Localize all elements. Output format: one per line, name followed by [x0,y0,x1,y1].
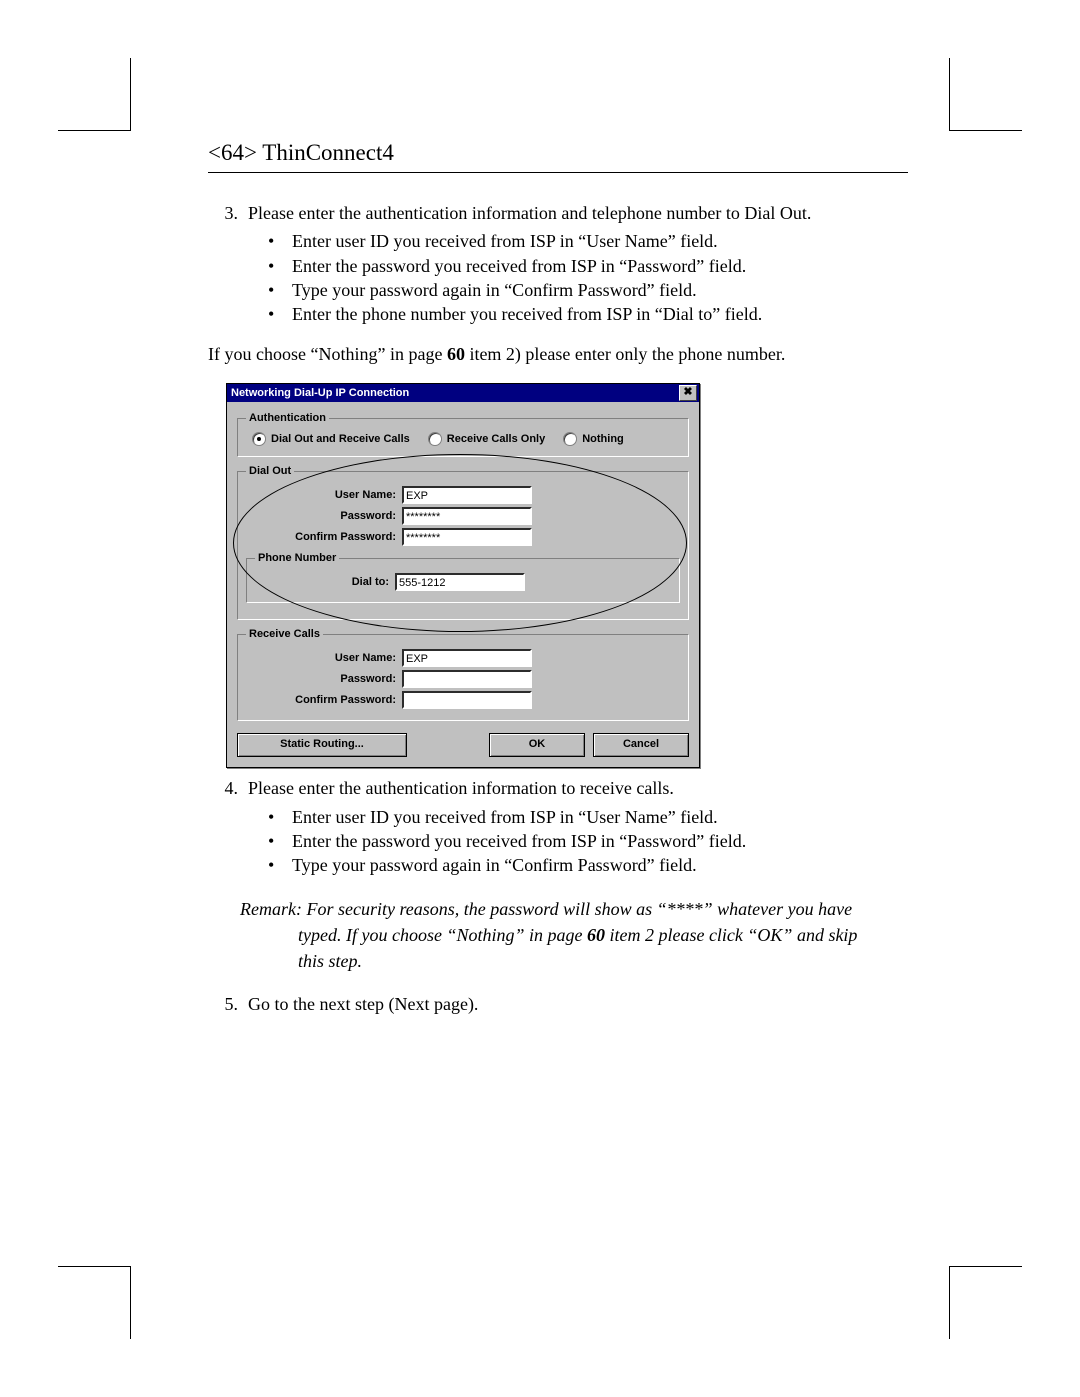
dialog-titlebar[interactable]: Networking Dial-Up IP Connection ✖ [227,384,699,402]
step-text: Please enter the authentication informat… [248,203,811,223]
legend-authentication: Authentication [246,412,329,424]
dialog-networking-dialup: Networking Dial-Up IP Connection ✖ Authe… [226,383,700,768]
crop-mark [58,58,131,131]
label-password: Password: [246,510,402,522]
content-area: <64> ThinConnect4 3. Please enter the au… [208,140,908,1022]
fieldset-receive-calls: Receive Calls User Name: EXP Password: C… [237,628,689,721]
dialog-title: Networking Dial-Up IP Connection [231,387,409,399]
close-icon[interactable]: ✖ [679,385,697,401]
crop-mark [58,1266,131,1339]
remark-block: Remark: For security reasons, the passwo… [240,896,908,974]
legend-dial-out: Dial Out [246,465,294,477]
step-text: Go to the next step (Next page). [248,994,478,1014]
input-dial-to[interactable]: 555-1212 [395,573,525,591]
bullet-item: Enter the phone number you received from… [268,302,908,326]
label-confirm-password: Confirm Password: [246,531,402,543]
fieldset-dial-out: Dial Out User Name: EXP Password: ******… [237,465,689,620]
bullet-item: Enter user ID you received from ISP in “… [268,229,908,253]
legend-phone-number: Phone Number [255,552,339,564]
step-3: 3. Please enter the authentication infor… [208,201,908,326]
radio-nothing[interactable]: Nothing [563,432,624,446]
step3-bullets: Enter user ID you received from ISP in “… [268,229,908,326]
step3-note: If you choose “Nothing” in page 60 item … [208,344,908,365]
step-number: 4. [208,776,248,877]
step-text: Please enter the authentication informat… [248,778,674,798]
legend-receive-calls: Receive Calls [246,628,323,640]
page-title: <64> ThinConnect4 [208,140,908,166]
input-dialout-confirm-password[interactable]: ******** [402,528,532,546]
crop-mark [949,58,1022,131]
radio-icon [252,432,266,446]
document-page: <64> ThinConnect4 3. Please enter the au… [0,0,1080,1397]
ok-button[interactable]: OK [489,733,585,757]
bullet-item: Enter user ID you received from ISP in “… [268,805,908,829]
radio-dial-out-and-receive[interactable]: Dial Out and Receive Calls [252,432,410,446]
label-user-name: User Name: [246,489,402,501]
input-receive-confirm-password[interactable] [402,691,532,709]
label-user-name: User Name: [246,652,402,664]
dialog-body: Authentication Dial Out and Receive Call… [227,402,699,767]
label-password: Password: [246,673,402,685]
radio-icon [428,432,442,446]
bullet-item: Type your password again in “Confirm Pas… [268,853,908,877]
step-number: 5. [208,992,248,1016]
step-5: 5. Go to the next step (Next page). [208,992,908,1016]
input-dialout-password[interactable]: ******** [402,507,532,525]
bullet-item: Type your password again in “Confirm Pas… [268,278,908,302]
label-confirm-password: Confirm Password: [246,694,402,706]
title-rule [208,172,908,173]
static-routing-button[interactable]: Static Routing... [237,733,407,757]
radio-icon [563,432,577,446]
input-receive-password[interactable] [402,670,532,688]
label-dial-to: Dial to: [255,576,395,588]
fieldset-phone-number: Phone Number Dial to: 555-1212 [246,552,680,603]
fieldset-authentication: Authentication Dial Out and Receive Call… [237,412,689,457]
bullet-item: Enter the password you received from ISP… [268,254,908,278]
radio-receive-calls-only[interactable]: Receive Calls Only [428,432,545,446]
input-receive-user-name[interactable]: EXP [402,649,532,667]
crop-mark [949,1266,1022,1339]
dialog-button-row: Static Routing... OK Cancel [237,729,689,757]
input-dialout-user-name[interactable]: EXP [402,486,532,504]
step4-bullets: Enter user ID you received from ISP in “… [268,805,908,878]
bullet-item: Enter the password you received from ISP… [268,829,908,853]
step-number: 3. [208,201,248,326]
cancel-button[interactable]: Cancel [593,733,689,757]
step-4: 4. Please enter the authentication infor… [208,776,908,877]
